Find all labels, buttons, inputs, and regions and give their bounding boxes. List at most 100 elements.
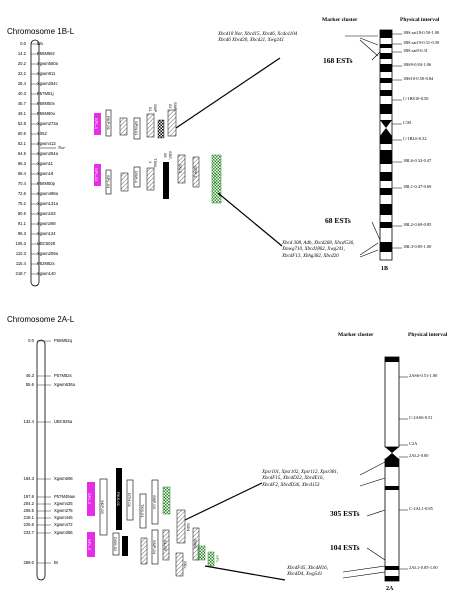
- est-count-low-2a: 104 ESTs: [330, 543, 360, 552]
- marker-position: 105.3: [15, 241, 26, 246]
- marker-position: 45.7: [17, 101, 26, 106]
- marker-name: Xgwm608: [54, 476, 73, 481]
- cluster-line: Xpsr101, Xpsr102, Xpsr112, Xpsr381,: [262, 470, 339, 475]
- marker-name: P52M52x: [37, 261, 55, 266]
- marker-position: 96.3: [17, 231, 26, 236]
- marker-position: 289.0: [23, 560, 34, 565]
- marker-name: P58M50x: [37, 101, 55, 106]
- connector-line: [217, 192, 283, 247]
- est-count-mid-2a: 305 ESTs: [330, 509, 360, 518]
- marker-position: 68.4: [17, 171, 26, 176]
- marker-position: 206.5: [23, 508, 34, 513]
- physical-map-2a: [384, 356, 408, 582]
- bin-label: 1BS9-0.84-1.06: [403, 62, 432, 67]
- marker-position: 225.6: [23, 522, 34, 527]
- cluster-line: XbcdF15, XbcdD22, XbcdE16,: [262, 476, 324, 482]
- marker-name: Xgwm445: [54, 515, 73, 520]
- physical-interval-header-2a: Physical interval: [408, 332, 448, 338]
- marker-name: UBC5028: [37, 241, 56, 246]
- marker-position: 55.6: [25, 382, 34, 387]
- qtl-label: SPL: [215, 555, 220, 563]
- nor-label: Nor: [58, 145, 66, 150]
- bin-label: 1BS10-0.50-0.84: [403, 76, 434, 81]
- qtl-label: SKP-03: [100, 500, 105, 514]
- qtl-label: GPP-1: [193, 165, 198, 178]
- marker-name: Xgwm425: [54, 501, 73, 506]
- qtl-bars-1b: [94, 109, 222, 204]
- marker-position: 218.1: [23, 515, 34, 520]
- chromosome-label-1b: 1B: [381, 266, 389, 272]
- marker-name: Xgwm264a: [37, 151, 58, 156]
- qtl-label: SPL-04: [106, 175, 111, 189]
- marker-cluster-header-1b: Marker cluster: [322, 17, 358, 23]
- physical-map-1b: [379, 29, 402, 261]
- marker-name: Xgwm153: [37, 211, 56, 216]
- qtl-label: SPL-1: [94, 118, 99, 130]
- est-count-mid-1b: 68 ESTs: [325, 216, 351, 225]
- qtl-label: DTH-01: [127, 492, 132, 507]
- bin-label: C1B: [403, 120, 412, 125]
- marker-cluster-top-1b: Xbcd10 Nor, Xbcd15, Xbcd6, Xcdo1104 Xbcd…: [218, 32, 297, 45]
- bin-label: 2AL1-0.85-1.00: [409, 565, 438, 570]
- marker-position: 91.1: [17, 221, 26, 226]
- bin-label: 1BL3-0.85-1.00: [403, 244, 432, 249]
- qtl-bars-2a: [87, 468, 215, 577]
- marker-position: 60.5: [17, 131, 26, 136]
- bin-label: 1BS sat9-0.31: [403, 48, 428, 53]
- est-count-top-1b: 168 ESTs: [323, 56, 353, 65]
- marker-position: 184.3: [23, 476, 34, 481]
- bin-label: C-1BL6-0.32: [403, 136, 427, 141]
- bin-label: 2AL2-0.00: [409, 453, 429, 458]
- marker-position: 110.3: [15, 251, 26, 256]
- marker-name: P57M52x: [54, 373, 72, 378]
- marker-position: 62.1: [17, 141, 26, 146]
- bin-label: C-1BS10-0.50: [403, 96, 429, 101]
- marker-position: 115.4: [15, 261, 26, 266]
- qtl-label: TSW-1: [148, 158, 158, 169]
- marker-cluster-header-2a: Marker cluster: [338, 332, 374, 338]
- marker-name: Xgwm124: [37, 231, 56, 236]
- qtl-label: SNP-01: [148, 104, 158, 114]
- marker-name: Xgwm636a: [54, 382, 75, 387]
- marker-position: 218.7: [15, 271, 26, 276]
- cluster-line: Xbcd10 Nor, Xbcd15, Xbcd6, Xcdo1104: [218, 32, 298, 37]
- qtl-label: GWS: [193, 539, 198, 549]
- bin-label: C2A: [409, 441, 418, 446]
- qtl-label: SKL: [183, 560, 188, 569]
- qtl-label: RKP-01: [106, 115, 111, 130]
- qtl-label: SSF-06: [163, 150, 173, 161]
- marker-cluster-bottom-1b: Xbcd 308, Adh, Xbcd268, XbcdG36, Xmwg710…: [282, 241, 354, 260]
- marker-position: 26.4: [17, 81, 26, 86]
- marker-name: P55M52q: [54, 338, 72, 343]
- connector-line: [184, 482, 263, 521]
- bin-label: C-2AL1-0.85: [409, 506, 433, 511]
- marker-name: Xgwm275: [54, 508, 73, 513]
- bin-label: 2AS6-0.51-1.00: [409, 373, 438, 378]
- marker-position: 80.5: [17, 211, 26, 216]
- cluster-line: XbcdF45, XbcdH16,: [287, 566, 328, 571]
- marker-position: 204.2: [23, 501, 34, 506]
- linkage-map-2a: [36, 339, 51, 581]
- qtl-label: SSN: [186, 522, 191, 532]
- cluster-line: XbcdF2, XbcdD36, Xbcd153: [262, 482, 320, 488]
- marker-position: 70.4: [17, 181, 26, 186]
- marker-position: 233.7: [23, 530, 34, 535]
- qtl-label: SNP-04: [152, 539, 157, 554]
- marker-position: 64.5: [17, 151, 26, 156]
- qtl-label: DSH-02: [113, 536, 118, 552]
- cluster-line: XbcdD4, Xwg541: [287, 572, 323, 578]
- marker-position: 40.3: [17, 91, 26, 96]
- marker-position: 197.6: [23, 494, 34, 499]
- bin-label: 1BS sat19-0.31-0.50: [403, 40, 440, 45]
- marker-position: 22.2: [17, 71, 26, 76]
- marker-name: Xgwm264c: [37, 81, 58, 86]
- marker-position: 132.4: [23, 419, 34, 424]
- marker-name: Xgwm911: [37, 71, 56, 76]
- marker-position: 72.6: [17, 191, 26, 196]
- connector-line: [175, 57, 281, 129]
- marker-name: Xgwm356: [54, 530, 73, 535]
- marker-name: Br: [54, 560, 59, 565]
- marker-name: Xgwm131a: [37, 201, 58, 206]
- marker-name: Xgwm259a: [37, 251, 58, 256]
